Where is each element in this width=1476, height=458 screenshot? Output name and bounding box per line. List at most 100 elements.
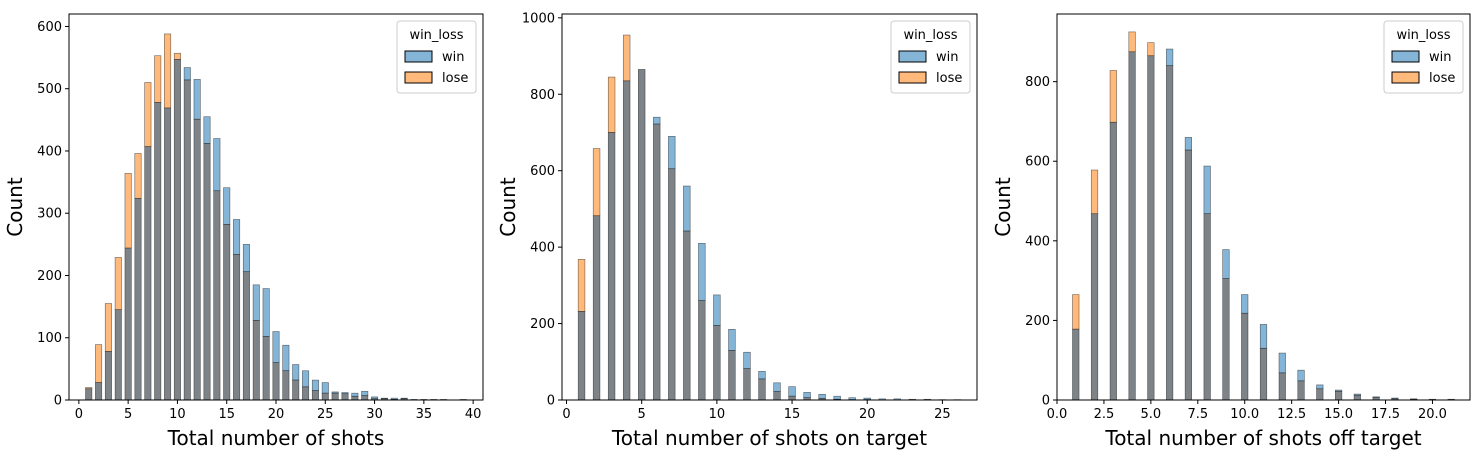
bar-overlap — [242, 271, 250, 401]
y-tick-label: 600 — [37, 20, 62, 35]
bar-overlap — [1072, 328, 1080, 401]
bar-lose — [124, 173, 132, 249]
x-tick-label: 5 — [638, 407, 646, 422]
x-tick-label: 12.5 — [1277, 407, 1306, 422]
x-tick-label: 7.5 — [1187, 407, 1208, 422]
bar-win — [683, 185, 691, 232]
bar-overlap — [758, 378, 766, 401]
x-tick-label: 15 — [784, 407, 801, 422]
x-tick-label: 15.0 — [1324, 407, 1353, 422]
bar-overlap — [622, 80, 631, 401]
bar-overlap — [203, 143, 211, 401]
bar-overlap — [262, 336, 270, 401]
bar-win — [833, 395, 841, 400]
subplot-3: 0.0 2.5 5.0 7.5 10.0 12.5 15.0 17.5 20.0 0 200 400 6… — [991, 13, 1471, 450]
y-tick-label: 1000 — [522, 11, 555, 26]
bar-win — [282, 344, 290, 372]
y-tick-label: 800 — [530, 88, 555, 103]
x-axis-label: Total number of shots off target — [1104, 426, 1421, 450]
bar-overlap — [728, 350, 736, 401]
bar-win — [1184, 137, 1192, 151]
bar-overlap — [223, 224, 231, 401]
bar-win — [788, 386, 796, 397]
x-tick-label: 5 — [124, 407, 132, 422]
bar-overlap — [311, 390, 319, 401]
subplot-2: 0 5 10 15 20 25 0 200 400 600 800 1000 Total number … — [496, 11, 978, 450]
bar-win — [1166, 48, 1174, 67]
bar-overlap — [361, 395, 369, 401]
bar-overlap — [134, 197, 142, 401]
y-tick-label: 400 — [530, 241, 555, 256]
legend-label-lose: lose — [1429, 71, 1455, 86]
legend-swatch-lose — [898, 71, 927, 84]
x-tick-label: 10 — [169, 407, 186, 422]
legend-label-win: win — [442, 50, 464, 65]
bar-win — [223, 187, 231, 225]
bar-win — [1203, 165, 1211, 215]
bar-overlap — [292, 379, 300, 401]
y-tick-label: 200 — [37, 269, 62, 284]
bar-overlap — [1297, 380, 1305, 401]
bar-lose — [592, 148, 601, 217]
bar-lose — [164, 33, 172, 109]
bar-lose — [607, 76, 616, 133]
x-tick-label: 0 — [562, 407, 570, 422]
x-tick-label: 15 — [218, 407, 235, 422]
bar-win — [233, 219, 241, 255]
legend-title: win_loss — [903, 28, 957, 43]
legend-label-win: win — [936, 50, 958, 65]
bar-overlap — [1353, 394, 1361, 401]
bar-overlap — [331, 392, 339, 401]
bar-win — [1259, 324, 1268, 349]
bar-win — [698, 243, 706, 301]
bar-overlap — [1147, 55, 1155, 401]
bar-win — [1297, 369, 1305, 382]
bar-win — [1278, 352, 1286, 374]
bar-overlap — [713, 325, 721, 401]
x-tick-label: 10 — [709, 407, 726, 422]
bar-overlap — [233, 254, 241, 401]
bar-win — [1316, 384, 1324, 390]
bar-overlap — [1278, 372, 1286, 401]
bar-overlap — [743, 368, 751, 401]
bar-overlap — [1241, 312, 1249, 401]
bar-lose — [1128, 31, 1136, 53]
bar-overlap — [1203, 213, 1211, 401]
bar-overlap — [95, 382, 103, 401]
bar-overlap — [1128, 51, 1136, 401]
bar-overlap — [592, 215, 601, 401]
legend-swatch-win — [898, 50, 927, 63]
y-axis-label: Count — [991, 177, 1015, 237]
bar-lose — [114, 257, 122, 311]
bar-overlap — [1316, 388, 1324, 401]
y-tick-label: 200 — [1025, 314, 1050, 329]
legend-label-win: win — [1429, 50, 1451, 65]
bar-win — [653, 116, 661, 125]
bar-lose — [1109, 70, 1117, 123]
bar-lose — [1072, 294, 1080, 330]
bar-overlap — [1109, 121, 1117, 401]
bar-overlap — [193, 118, 201, 401]
bar-win — [203, 116, 211, 144]
bar-overlap — [252, 320, 260, 401]
bar-win — [361, 390, 369, 396]
bar-lose — [154, 55, 162, 103]
y-tick-label: 0 — [54, 394, 62, 409]
legend-swatch-win — [404, 50, 433, 63]
bar-overlap — [164, 107, 172, 401]
legend-swatch-lose — [404, 71, 433, 84]
bar-overlap — [788, 395, 796, 401]
bar-overlap — [302, 386, 310, 401]
x-tick-label: 0 — [75, 407, 83, 422]
y-axis-label: Count — [3, 177, 27, 237]
bar-overlap — [1335, 390, 1343, 401]
x-tick-label: 25 — [317, 407, 334, 422]
bar-overlap — [1259, 347, 1268, 401]
bar-overlap — [114, 309, 122, 401]
legend-swatch-lose — [1391, 71, 1420, 84]
bar-lose — [1147, 42, 1155, 57]
axes-frame — [1056, 13, 1471, 401]
y-tick-label: 400 — [1025, 234, 1050, 249]
y-axis-label: Count — [496, 177, 520, 237]
